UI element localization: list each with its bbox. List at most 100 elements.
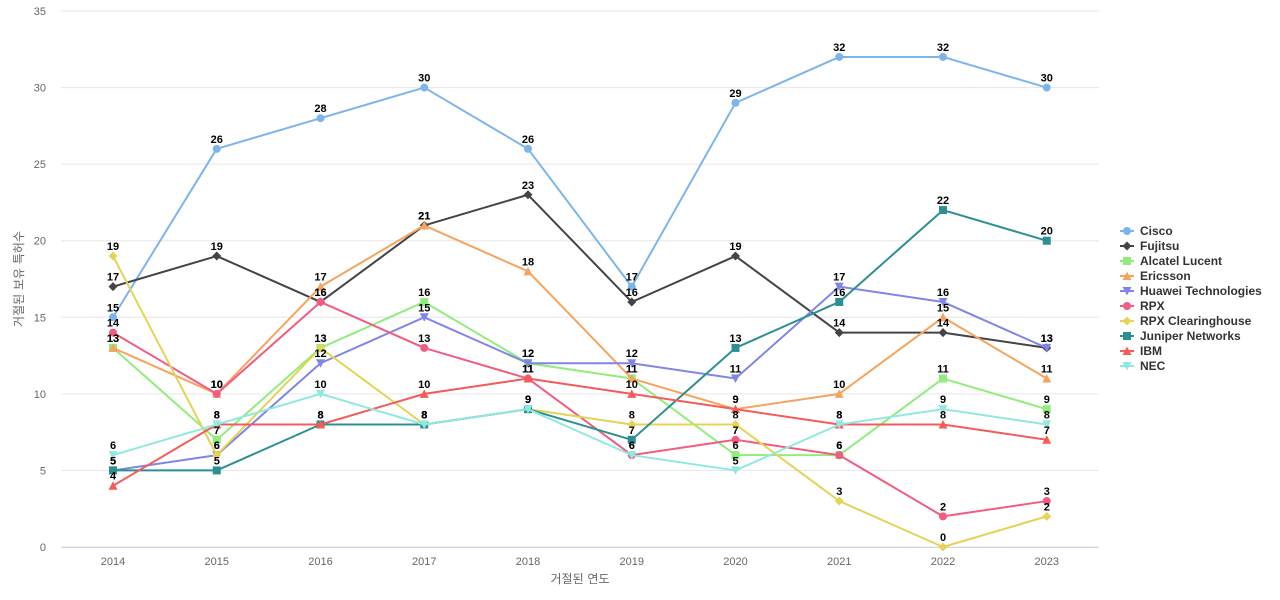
data-point-fujitsu[interactable] [523,190,533,200]
data-point-rpx-clearinghouse[interactable] [316,343,325,353]
series-line-fujitsu[interactable] [112,193,1048,349]
data-point-juniper-networks[interactable] [627,435,636,444]
data-point-nec[interactable] [212,420,222,429]
data-point-nec[interactable] [938,405,948,414]
data-point-rpx-clearinghouse[interactable] [938,542,948,552]
data-point-cisco[interactable] [109,313,117,322]
data-point-huawei-technologies[interactable] [316,359,325,368]
data-point-ibm[interactable] [419,389,429,398]
data-point-alcatel-lucent[interactable] [939,374,947,383]
data-point-cisco[interactable] [835,52,844,61]
data-point-rpx-clearinghouse[interactable] [627,419,637,429]
data-point-nec[interactable] [834,420,844,429]
data-point-rpx-clearinghouse[interactable] [212,450,222,460]
series-line-ibm[interactable] [112,377,1048,487]
series-line-nec[interactable] [112,392,1048,472]
data-point-cisco[interactable] [212,144,221,153]
data-point-fujitsu[interactable] [834,328,844,338]
legend-item-huawei-technologies[interactable]: Huawei Technologies [1120,284,1262,298]
data-point-ericsson[interactable] [419,220,429,230]
data-point-cisco[interactable] [731,98,740,107]
legend-item-fujitsu[interactable]: Fujitsu [1120,239,1179,253]
data-point-ericsson[interactable] [627,374,637,383]
data-point-alcatel-lucent[interactable] [420,297,429,306]
legend-item-nec[interactable]: NEC [1120,359,1166,373]
data-point-rpx[interactable] [939,512,947,521]
data-point-alcatel-lucent[interactable] [212,435,221,444]
series-line-juniper-networks[interactable] [112,209,1048,472]
legend-item-rpx[interactable]: RPX [1120,299,1165,313]
data-point-ibm[interactable] [938,419,948,429]
legend-item-alcatel-lucent[interactable]: Alcatel Lucent [1120,254,1222,268]
series-line-rpx[interactable] [112,300,1048,518]
data-point-huawei-technologies[interactable] [1042,343,1052,353]
data-point-rpx[interactable] [420,343,429,352]
data-point-ibm[interactable] [1042,435,1052,444]
data-point-fujitsu[interactable] [938,328,948,338]
data-point-juniper-networks[interactable] [731,343,740,352]
data-point-nec[interactable] [108,451,118,460]
data-point-huawei-technologies[interactable] [627,359,637,368]
data-point-rpx[interactable] [212,389,221,398]
data-point-huawei-technologies[interactable] [834,282,844,292]
series-line-huawei-technologies[interactable] [112,285,1048,472]
data-point-huawei-technologies[interactable] [523,359,533,368]
legend-item-juniper-networks[interactable]: Juniper Networks [1120,329,1241,343]
y-axis-title: 거절된 보유 특허수 [12,231,26,327]
data-point-huawei-technologies[interactable] [938,297,948,307]
data-point-ericsson[interactable] [108,343,118,352]
data-point-juniper-networks[interactable] [1042,236,1051,245]
data-point-rpx-clearinghouse[interactable] [1042,511,1052,521]
series-line-ericsson[interactable] [112,224,1048,411]
data-point-alcatel-lucent[interactable] [731,451,740,460]
legend-item-rpx-clearinghouse[interactable]: RPX Clearinghouse [1120,314,1252,328]
data-point-ibm[interactable] [108,481,118,490]
data-point-fujitsu[interactable] [108,282,118,292]
data-point-ericsson[interactable] [834,389,844,398]
legend-item-ericsson[interactable]: Ericsson [1120,269,1191,283]
data-point-nec[interactable] [731,466,740,475]
series-line-rpx-clearinghouse[interactable] [112,255,1048,548]
data-point-ericsson[interactable] [523,266,533,276]
data-point-cisco[interactable] [1042,83,1051,92]
data-point-fujitsu[interactable] [212,251,222,261]
data-point-rpx[interactable] [316,297,325,306]
data-label-fujitsu: 17 [107,272,119,284]
data-point-nec[interactable] [627,451,637,460]
data-point-fujitsu[interactable] [731,251,740,261]
data-point-ibm[interactable] [627,389,637,398]
data-point-cisco[interactable] [627,282,636,291]
legend-item-cisco[interactable]: Cisco [1120,224,1173,238]
data-point-rpx[interactable] [731,435,740,444]
data-point-juniper-networks[interactable] [939,206,947,215]
data-point-fujitsu[interactable] [627,297,637,307]
data-point-cisco[interactable] [939,52,947,61]
data-point-huawei-technologies[interactable] [731,374,740,384]
data-point-alcatel-lucent[interactable] [1042,405,1051,414]
data-point-rpx-clearinghouse[interactable] [108,251,118,261]
data-point-ibm[interactable] [523,374,533,383]
data-point-juniper-networks[interactable] [212,466,221,475]
data-point-ericsson[interactable] [938,312,948,322]
data-point-cisco[interactable] [316,114,325,123]
data-point-rpx[interactable] [109,328,117,337]
data-point-juniper-networks[interactable] [835,297,844,306]
data-point-cisco[interactable] [420,83,429,92]
series-line-cisco[interactable] [112,55,1048,319]
data-point-rpx-clearinghouse[interactable] [834,496,844,506]
legend-item-ibm[interactable]: IBM [1120,344,1162,358]
data-point-huawei-technologies[interactable] [419,313,429,322]
data-point-nec[interactable] [523,405,533,414]
data-point-nec[interactable] [316,389,325,399]
data-point-juniper-networks[interactable] [109,466,117,475]
data-point-nec[interactable] [1042,420,1052,429]
data-point-cisco[interactable] [524,144,532,153]
data-point-nec[interactable] [419,420,429,429]
data-point-rpx[interactable] [835,451,844,460]
data-point-rpx-clearinghouse[interactable] [731,419,740,429]
data-point-ericsson[interactable] [316,282,325,291]
data-point-ibm[interactable] [731,404,740,414]
data-point-ibm[interactable] [316,419,325,429]
data-point-rpx[interactable] [1042,497,1051,506]
data-point-ericsson[interactable] [1042,374,1052,383]
